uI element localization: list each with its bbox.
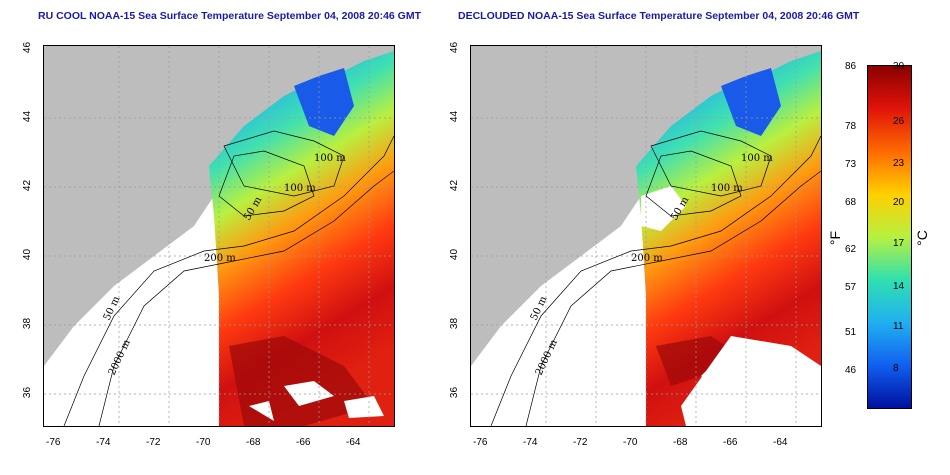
contour-label: 100 m (284, 183, 316, 194)
left-map-canvas: 100 m 100 m 50 m 200 m 50 m 2000 m (44, 46, 394, 426)
lon-tick-label: -70 (623, 437, 638, 448)
cloud-gaps (249, 381, 384, 421)
contour-label: 100 m (711, 183, 743, 194)
lon-tick-label: -70 (196, 437, 211, 448)
celsius-tick: 14 (893, 281, 905, 292)
graticule (44, 46, 394, 426)
fahrenheit-tick: 51 (845, 327, 857, 338)
lat-tick-label: 46 (449, 41, 461, 54)
warm-gulf-stream (656, 336, 741, 386)
celsius-tick: 20 (893, 197, 905, 208)
lon-tick-label: -64 (346, 437, 361, 448)
temperature-colorbar (867, 65, 912, 409)
fahrenheit-tick: 86 (845, 61, 857, 72)
bathymetry-contours (490, 130, 821, 426)
cloud-mask (681, 336, 821, 426)
fahrenheit-tick: 73 (845, 159, 857, 170)
cold-gulf-of-maine (294, 68, 354, 136)
cold-gulf-of-maine (721, 68, 781, 136)
fahrenheit-tick: 46 (845, 365, 857, 376)
left-panel-title: RU COOL NOAA-15 Sea Surface Temperature … (38, 10, 422, 22)
sst-field (209, 51, 394, 426)
celsius-tick: 30 (893, 61, 905, 72)
lon-tick-label: -74 (96, 437, 111, 448)
contour-label: 200 m (631, 253, 663, 264)
left-sst-map: 100 m 100 m 50 m 200 m 50 m 2000 m (43, 45, 395, 427)
lat-tick-label: 42 (449, 179, 461, 192)
sst-field (636, 51, 821, 426)
lat-tick-label: 44 (449, 110, 461, 123)
fahrenheit-tick: 62 (845, 244, 857, 255)
fahrenheit-unit-label: °F (827, 230, 844, 246)
contour-label: 100 m (741, 153, 773, 164)
lon-tick-label: -72 (146, 437, 161, 448)
lat-tick-label: 40 (22, 248, 34, 261)
lon-tick-label: -72 (573, 437, 588, 448)
right-sst-map: 100 m 100 m 50 m 200 m 50 m 2000 m (470, 45, 822, 427)
lon-tick-label: -76 (473, 437, 488, 448)
lat-tick-label: 42 (22, 179, 34, 192)
celsius-tick: 17 (893, 238, 905, 249)
lon-tick-label: -66 (723, 437, 738, 448)
graticule (471, 46, 821, 426)
celsius-unit-label: °C (913, 230, 930, 246)
lon-tick-label: -66 (296, 437, 311, 448)
lon-tick-label: -74 (523, 437, 538, 448)
fahrenheit-tick: 57 (845, 282, 857, 293)
fahrenheit-tick: 78 (845, 121, 857, 132)
lon-tick-label: -68 (246, 437, 261, 448)
cloud-mask (641, 186, 686, 231)
lon-tick-label: -76 (46, 437, 61, 448)
lat-tick-label: 38 (449, 317, 461, 330)
right-map-canvas: 100 m 100 m 50 m 200 m 50 m 2000 m (471, 46, 821, 426)
lon-tick-label: -64 (773, 437, 788, 448)
bathymetry-contours (63, 130, 394, 426)
contour-label: 200 m (204, 253, 236, 264)
contour-label: 100 m (314, 153, 346, 164)
fahrenheit-tick: 68 (845, 197, 857, 208)
lat-tick-label: 44 (22, 110, 34, 123)
lat-tick-label: 46 (22, 41, 34, 54)
lat-tick-label: 40 (449, 248, 461, 261)
lon-tick-label: -68 (673, 437, 688, 448)
right-panel-title: DECLOUDED NOAA-15 Sea Surface Temperatur… (458, 10, 860, 22)
lat-tick-label: 36 (22, 386, 34, 399)
lat-tick-label: 36 (449, 386, 461, 399)
celsius-tick: 23 (893, 158, 905, 169)
celsius-tick: 11 (893, 321, 904, 332)
celsius-tick: 8 (893, 363, 899, 374)
celsius-tick: 26 (893, 116, 905, 127)
lat-tick-label: 38 (22, 317, 34, 330)
